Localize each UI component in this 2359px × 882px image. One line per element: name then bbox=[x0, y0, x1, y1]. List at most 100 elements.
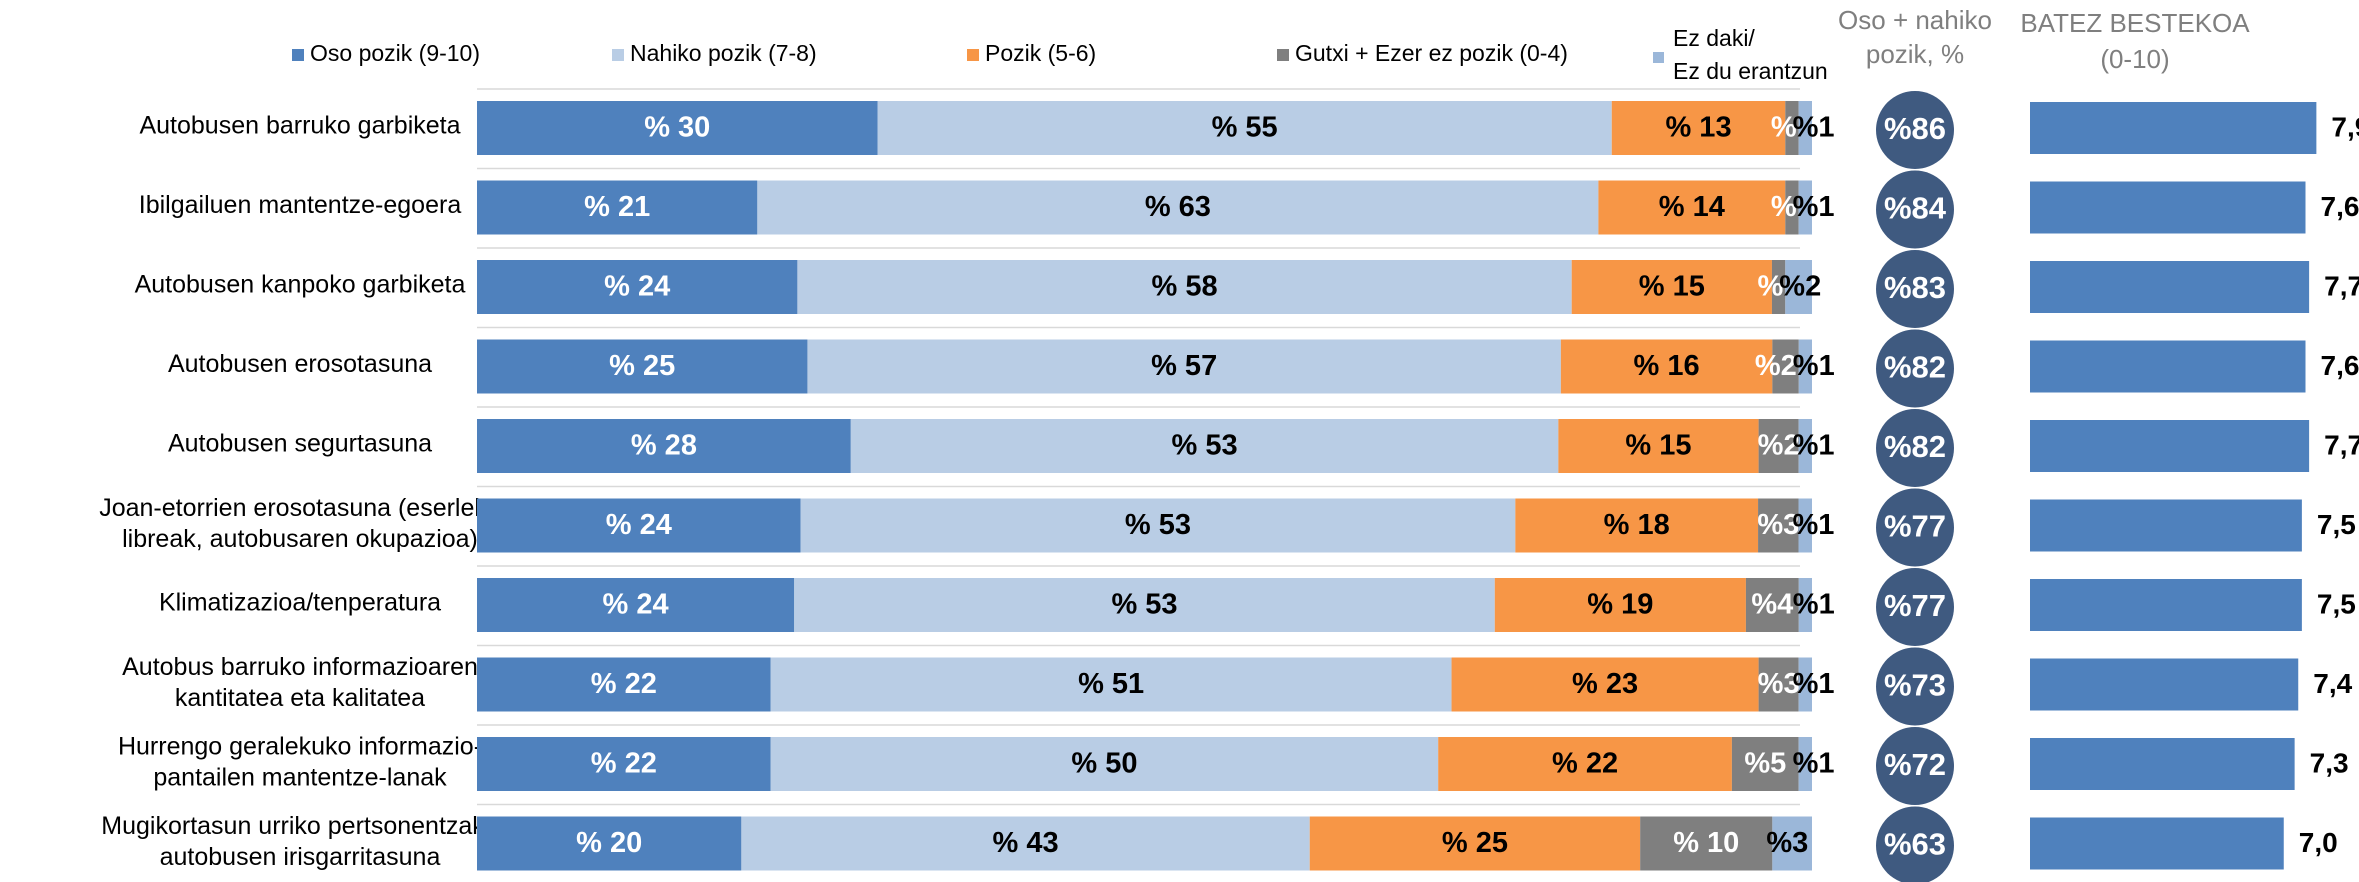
legend-label-pozik: Pozik (5-6) bbox=[985, 40, 1096, 66]
legend-swatch-pozik bbox=[967, 49, 979, 61]
bar-label-gutxi: %3 bbox=[1757, 509, 1799, 541]
satisfied-value: %63 bbox=[1884, 827, 1946, 862]
bar-segment-pozik bbox=[1309, 816, 1641, 871]
bar-label-nahiko_pozik: % 43 bbox=[992, 827, 1058, 859]
bar-label-ez_daki: %1 bbox=[1793, 668, 1835, 700]
bar-segment-oso_pozik bbox=[477, 498, 801, 553]
bar-label-nahiko_pozik: % 58 bbox=[1151, 271, 1217, 303]
bar-label-pozik: % 15 bbox=[1625, 430, 1691, 462]
average-bar bbox=[2030, 738, 2295, 790]
bar-segment-ez_daki bbox=[1798, 419, 1812, 473]
satisfied-circle bbox=[1876, 250, 1954, 328]
bar-segment-pozik bbox=[1438, 737, 1732, 791]
bar-label-oso_pozik: % 24 bbox=[604, 271, 670, 303]
satisfied-circle bbox=[1876, 170, 1954, 249]
average-bar bbox=[2030, 261, 2310, 313]
category-label: Autobus barruko informazioaren bbox=[122, 653, 478, 681]
category-label: Autobusen barruko garbiketa bbox=[139, 112, 460, 140]
average-bar bbox=[2030, 658, 2299, 711]
bar-label-pozik: % 13 bbox=[1665, 112, 1731, 144]
category-label: Ibilgailuen mantentze-egoera bbox=[139, 191, 462, 219]
category-label: autobusen irisgarritasuna bbox=[160, 843, 441, 871]
legend-label-gutxi: Gutxi + Ezer ez pozik (0-4) bbox=[1295, 40, 1568, 66]
bar-label-gutxi: % bbox=[1771, 191, 1797, 223]
bar-label-nahiko_pozik: % 57 bbox=[1151, 350, 1217, 382]
bar-segment-ez_daki bbox=[1798, 339, 1812, 394]
bar-label-gutxi: %3 bbox=[1758, 668, 1800, 700]
legend-swatch-nahiko_pozik bbox=[612, 49, 624, 61]
satisfied-circle bbox=[1876, 727, 1954, 805]
bar-label-oso_pozik: % 22 bbox=[591, 748, 657, 780]
category-label: Mugikortasun urriko pertsonentzako bbox=[101, 812, 498, 840]
bar-label-nahiko_pozik: % 63 bbox=[1145, 191, 1211, 223]
category-label: Autobusen erosotasuna bbox=[168, 350, 432, 378]
bar-segment-pozik bbox=[1611, 101, 1786, 155]
bar-label-pozik: % 22 bbox=[1552, 748, 1618, 780]
average-value: 7,5 bbox=[2317, 509, 2356, 540]
category-label: Autobusen segurtasuna bbox=[168, 430, 432, 458]
bar-label-nahiko_pozik: % 51 bbox=[1078, 668, 1144, 700]
bar-segment-gutxi bbox=[1745, 578, 1799, 632]
bar-label-gutxi: % 10 bbox=[1673, 827, 1739, 859]
bar-segment-nahiko_pozik bbox=[800, 498, 1516, 553]
bar-segment-oso_pozik bbox=[477, 578, 795, 632]
satisfied-circle bbox=[1876, 806, 1954, 882]
average-bar bbox=[2030, 420, 2310, 472]
average-value: 7,7 bbox=[2324, 429, 2359, 460]
bar-label-oso_pozik: % 22 bbox=[591, 668, 657, 700]
bar-segment-ez_daki bbox=[1772, 816, 1812, 871]
bar-label-ez_daki: %1 bbox=[1793, 748, 1835, 780]
average-bar bbox=[2030, 340, 2306, 393]
bar-label-ez_daki: %1 bbox=[1793, 589, 1835, 621]
bar-segment-nahiko_pozik bbox=[757, 180, 1599, 235]
bar-label-ez_daki: %1 bbox=[1793, 350, 1835, 382]
bar-label-pozik: % 18 bbox=[1604, 509, 1670, 541]
average-value: 7,0 bbox=[2299, 827, 2338, 858]
average-value: 7,9 bbox=[2331, 111, 2359, 142]
bar-segment-pozik bbox=[1571, 260, 1772, 314]
bar-segment-ez_daki bbox=[1798, 657, 1812, 712]
bar-label-ez_daki: %1 bbox=[1793, 191, 1835, 223]
satisfied-value: %72 bbox=[1884, 747, 1946, 782]
satisfied-circle bbox=[1876, 568, 1954, 646]
satisfied-value: %82 bbox=[1884, 350, 1946, 385]
bar-label-gutxi: %5 bbox=[1744, 748, 1786, 780]
average-value: 7,5 bbox=[2317, 588, 2356, 619]
legend-swatch-oso_pozik bbox=[292, 49, 304, 61]
bar-segment-gutxi bbox=[1758, 419, 1799, 473]
bar-label-pozik: % 15 bbox=[1639, 271, 1705, 303]
bar-segment-oso_pozik bbox=[477, 339, 808, 394]
bar-segment-gutxi bbox=[1785, 180, 1799, 235]
bar-label-oso_pozik: % 24 bbox=[603, 589, 669, 621]
bar-segment-ez_daki bbox=[1798, 737, 1812, 791]
average-header: BATEZ BESTEKOA bbox=[2020, 8, 2250, 38]
bar-label-oso_pozik: % 30 bbox=[644, 112, 710, 144]
average-value: 7,6 bbox=[2321, 191, 2359, 222]
bar-segment-gutxi bbox=[1772, 339, 1799, 394]
satisfied-circle bbox=[1876, 647, 1954, 726]
bar-segment-gutxi bbox=[1785, 101, 1799, 155]
bar-label-pozik: % 19 bbox=[1587, 589, 1653, 621]
bar-segment-pozik bbox=[1558, 419, 1759, 473]
category-label: Autobusen kanpoko garbiketa bbox=[135, 271, 466, 299]
bar-label-gutxi: %2 bbox=[1758, 430, 1800, 462]
bar-segment-nahiko_pozik bbox=[794, 578, 1495, 632]
bar-segment-nahiko_pozik bbox=[770, 737, 1439, 791]
legend-label-ez_daki: Ez du erantzun bbox=[1673, 58, 1828, 84]
bar-segment-pozik bbox=[1451, 657, 1759, 712]
average-bar bbox=[2030, 817, 2284, 870]
average-bar bbox=[2030, 499, 2302, 552]
satisfied-value: %86 bbox=[1884, 111, 1946, 146]
bar-segment-gutxi bbox=[1758, 498, 1799, 553]
average-value: 7,7 bbox=[2324, 270, 2359, 301]
bar-segment-oso_pozik bbox=[477, 816, 742, 871]
bar-label-nahiko_pozik: % 50 bbox=[1071, 748, 1137, 780]
bar-segment-nahiko_pozik bbox=[877, 101, 1612, 155]
legend-swatch-gutxi bbox=[1277, 49, 1289, 61]
bar-label-oso_pozik: % 25 bbox=[609, 350, 675, 382]
bar-label-gutxi: %2 bbox=[1755, 350, 1797, 382]
satisfied-header: Oso + nahiko bbox=[1838, 5, 1992, 35]
bar-segment-pozik bbox=[1598, 180, 1786, 235]
bar-label-gutxi: % bbox=[1771, 112, 1797, 144]
bar-label-ez_daki: %1 bbox=[1793, 509, 1835, 541]
